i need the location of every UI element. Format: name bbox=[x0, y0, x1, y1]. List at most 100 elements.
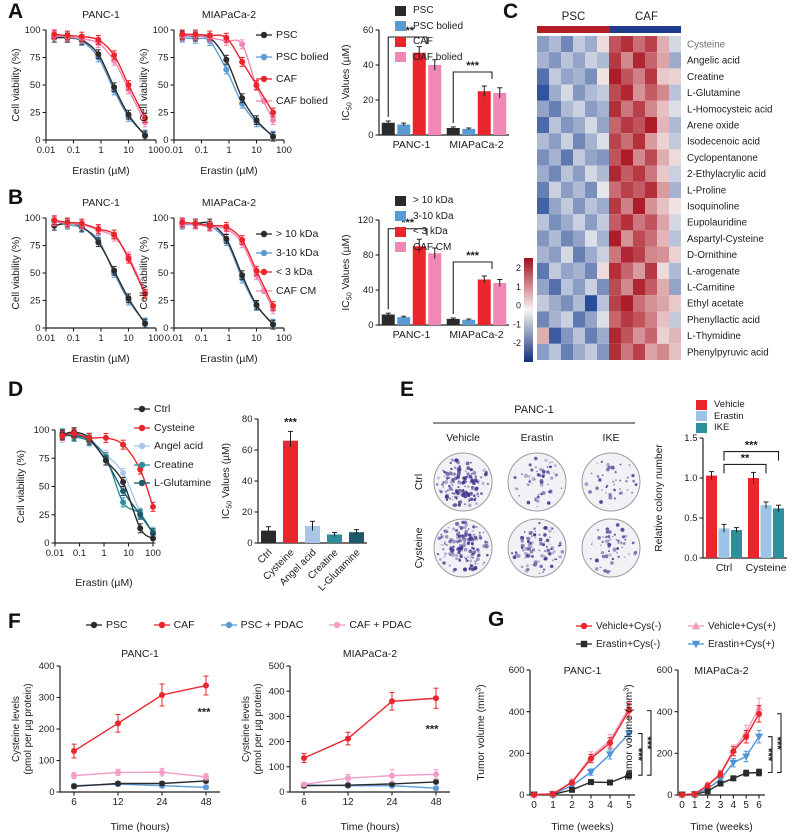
svg-text:25: 25 bbox=[39, 510, 50, 521]
svg-text:1: 1 bbox=[101, 548, 106, 559]
legend-item: PSC bbox=[256, 24, 329, 46]
svg-text:4: 4 bbox=[607, 800, 613, 811]
svg-text:Phenylpyruvic acid: Phenylpyruvic acid bbox=[687, 347, 769, 358]
svg-text:0.1: 0.1 bbox=[195, 145, 208, 156]
dose-d: 0 25 50 75 100 0.01 0.1 1 10 100 Erastin (µM) Cell … bbox=[16, 425, 161, 589]
svg-text:0.1: 0.1 bbox=[73, 548, 86, 559]
svg-text:0.01: 0.01 bbox=[165, 333, 184, 344]
svg-text:40: 40 bbox=[363, 285, 374, 296]
legend-label: Vehicle+Cys(+) bbox=[708, 620, 776, 632]
svg-text:10: 10 bbox=[251, 145, 262, 156]
svg-text:PSC: PSC bbox=[562, 11, 586, 23]
svg-text:0: 0 bbox=[519, 790, 524, 801]
svg-text:Cell viability (%): Cell viability (%) bbox=[11, 236, 22, 309]
svg-text:0: 0 bbox=[667, 790, 672, 801]
panel-f-label: F bbox=[8, 610, 21, 633]
legend-f: PSC CAF PSC + PDAC CAF + PDAC bbox=[86, 619, 411, 631]
legend-label: PSC bbox=[413, 5, 434, 17]
svg-text:Erastin (µM): Erastin (µM) bbox=[200, 353, 257, 365]
legend-label: Angel acid bbox=[154, 440, 204, 453]
legend-label: Cysteine bbox=[154, 421, 195, 434]
svg-text:0: 0 bbox=[279, 787, 284, 798]
svg-text:Time (hours): Time (hours) bbox=[340, 821, 399, 833]
svg-text:100: 100 bbox=[276, 145, 292, 156]
svg-text:0: 0 bbox=[35, 135, 40, 146]
legend-label: IKE bbox=[714, 422, 730, 434]
svg-text:Cell viability (%): Cell viability (%) bbox=[16, 450, 27, 523]
svg-text:75: 75 bbox=[30, 53, 41, 64]
svg-text:50: 50 bbox=[30, 268, 41, 279]
legend-item: PSC bbox=[86, 619, 128, 631]
legend-label: < 3 kDa bbox=[413, 226, 448, 238]
svg-text:Cyclopentanone: Cyclopentanone bbox=[687, 153, 758, 164]
svg-text:Vehicle: Vehicle bbox=[446, 432, 480, 444]
bars-a: 0 20 40 60 IC50 Values (µM) PANC-1 MIAPaCa-2 **… bbox=[341, 25, 509, 151]
svg-text:100: 100 bbox=[34, 425, 50, 436]
svg-text:50: 50 bbox=[158, 268, 169, 279]
c-marker-icon bbox=[220, 621, 237, 629]
tu-marker-icon bbox=[688, 621, 704, 630]
c-marker-icon bbox=[86, 621, 102, 629]
legend-label: > 10 kDa bbox=[413, 195, 454, 207]
legend-label: 3-10 kDa bbox=[276, 246, 319, 259]
square-marker-icon bbox=[395, 195, 406, 206]
c-marker-icon bbox=[256, 75, 272, 83]
svg-text:IC50 Values (µM): IC50 Values (µM) bbox=[221, 443, 233, 519]
legend-item: PSC + PDAC bbox=[220, 619, 303, 631]
svg-text:100: 100 bbox=[148, 145, 164, 156]
svg-text:L-Proline: L-Proline bbox=[687, 185, 727, 196]
c-marker-icon bbox=[576, 622, 592, 630]
svg-text:2-Ethylacrylic acid: 2-Ethylacrylic acid bbox=[687, 169, 766, 180]
svg-text:Relative colony number: Relative colony number bbox=[654, 444, 665, 552]
svg-text:20: 20 bbox=[242, 507, 253, 518]
svg-text:L-Glutamine: L-Glutamine bbox=[687, 88, 741, 99]
svg-text:Cysteine levels: Cysteine levels bbox=[11, 696, 22, 762]
svg-text:CAF: CAF bbox=[635, 11, 658, 23]
svg-text:MIAPaCa-2: MIAPaCa-2 bbox=[202, 9, 256, 21]
svg-text:Cell viability (%): Cell viability (%) bbox=[11, 48, 22, 121]
svg-text:Time (weeks): Time (weeks) bbox=[551, 821, 614, 833]
svg-text:2: 2 bbox=[516, 263, 521, 273]
svg-text:3: 3 bbox=[588, 800, 594, 811]
c-marker-icon bbox=[134, 480, 150, 487]
svg-text:L-Carnitine: L-Carnitine bbox=[687, 283, 735, 294]
svg-text:(pmol per µg protein): (pmol per µg protein) bbox=[23, 683, 34, 774]
lines-f-panc1: 0 100 200 300 400 6 12 24 48 PANC-1 Time (hours) Cy… bbox=[11, 648, 220, 833]
square-marker-icon bbox=[395, 242, 406, 253]
svg-text:PANC-1: PANC-1 bbox=[514, 404, 554, 416]
svg-text:***: *** bbox=[466, 60, 480, 72]
legend-label: 3-10 kDa bbox=[413, 210, 454, 222]
square-marker-icon bbox=[395, 226, 406, 237]
svg-text:Cysteine: Cysteine bbox=[746, 562, 787, 574]
legend-g: Vehicle+Cys(-) Vehicle+Cys(+) Erastin+Cys(… bbox=[576, 620, 792, 650]
svg-text:0: 0 bbox=[49, 787, 54, 798]
svg-text:PANC-1: PANC-1 bbox=[82, 197, 120, 209]
svg-text:75: 75 bbox=[158, 53, 169, 64]
svg-text:Erastin: Erastin bbox=[521, 432, 554, 444]
square-marker-icon bbox=[696, 422, 707, 433]
svg-text:75: 75 bbox=[39, 453, 50, 464]
svg-text:0.0: 0.0 bbox=[684, 553, 697, 564]
legend-label: > 10 kDa bbox=[276, 227, 319, 240]
svg-text:200: 200 bbox=[657, 749, 673, 760]
panel-c-label: C bbox=[503, 0, 519, 23]
svg-text:1: 1 bbox=[516, 282, 521, 292]
svg-text:L-Thymidine: L-Thymidine bbox=[687, 331, 741, 342]
svg-text:0: 0 bbox=[679, 800, 685, 811]
svg-text:100: 100 bbox=[25, 213, 41, 224]
legend-item: Vehicle bbox=[694, 399, 745, 411]
legend-item: 3-10 kDa bbox=[256, 243, 319, 262]
square-marker-icon bbox=[395, 211, 406, 222]
svg-text:***: *** bbox=[762, 748, 774, 762]
legend-label: Ctrl bbox=[154, 403, 171, 416]
svg-text:100: 100 bbox=[276, 333, 292, 344]
svg-text:10: 10 bbox=[251, 333, 262, 344]
svg-text:0.01: 0.01 bbox=[37, 333, 56, 344]
legend-item: Erastin bbox=[694, 411, 745, 423]
panel-e-label: E bbox=[400, 378, 415, 401]
svg-text:100: 100 bbox=[148, 333, 164, 344]
svg-text:Creatine: Creatine bbox=[687, 72, 725, 83]
svg-text:Isoquinoline: Isoquinoline bbox=[687, 202, 740, 213]
svg-text:600: 600 bbox=[657, 665, 673, 676]
